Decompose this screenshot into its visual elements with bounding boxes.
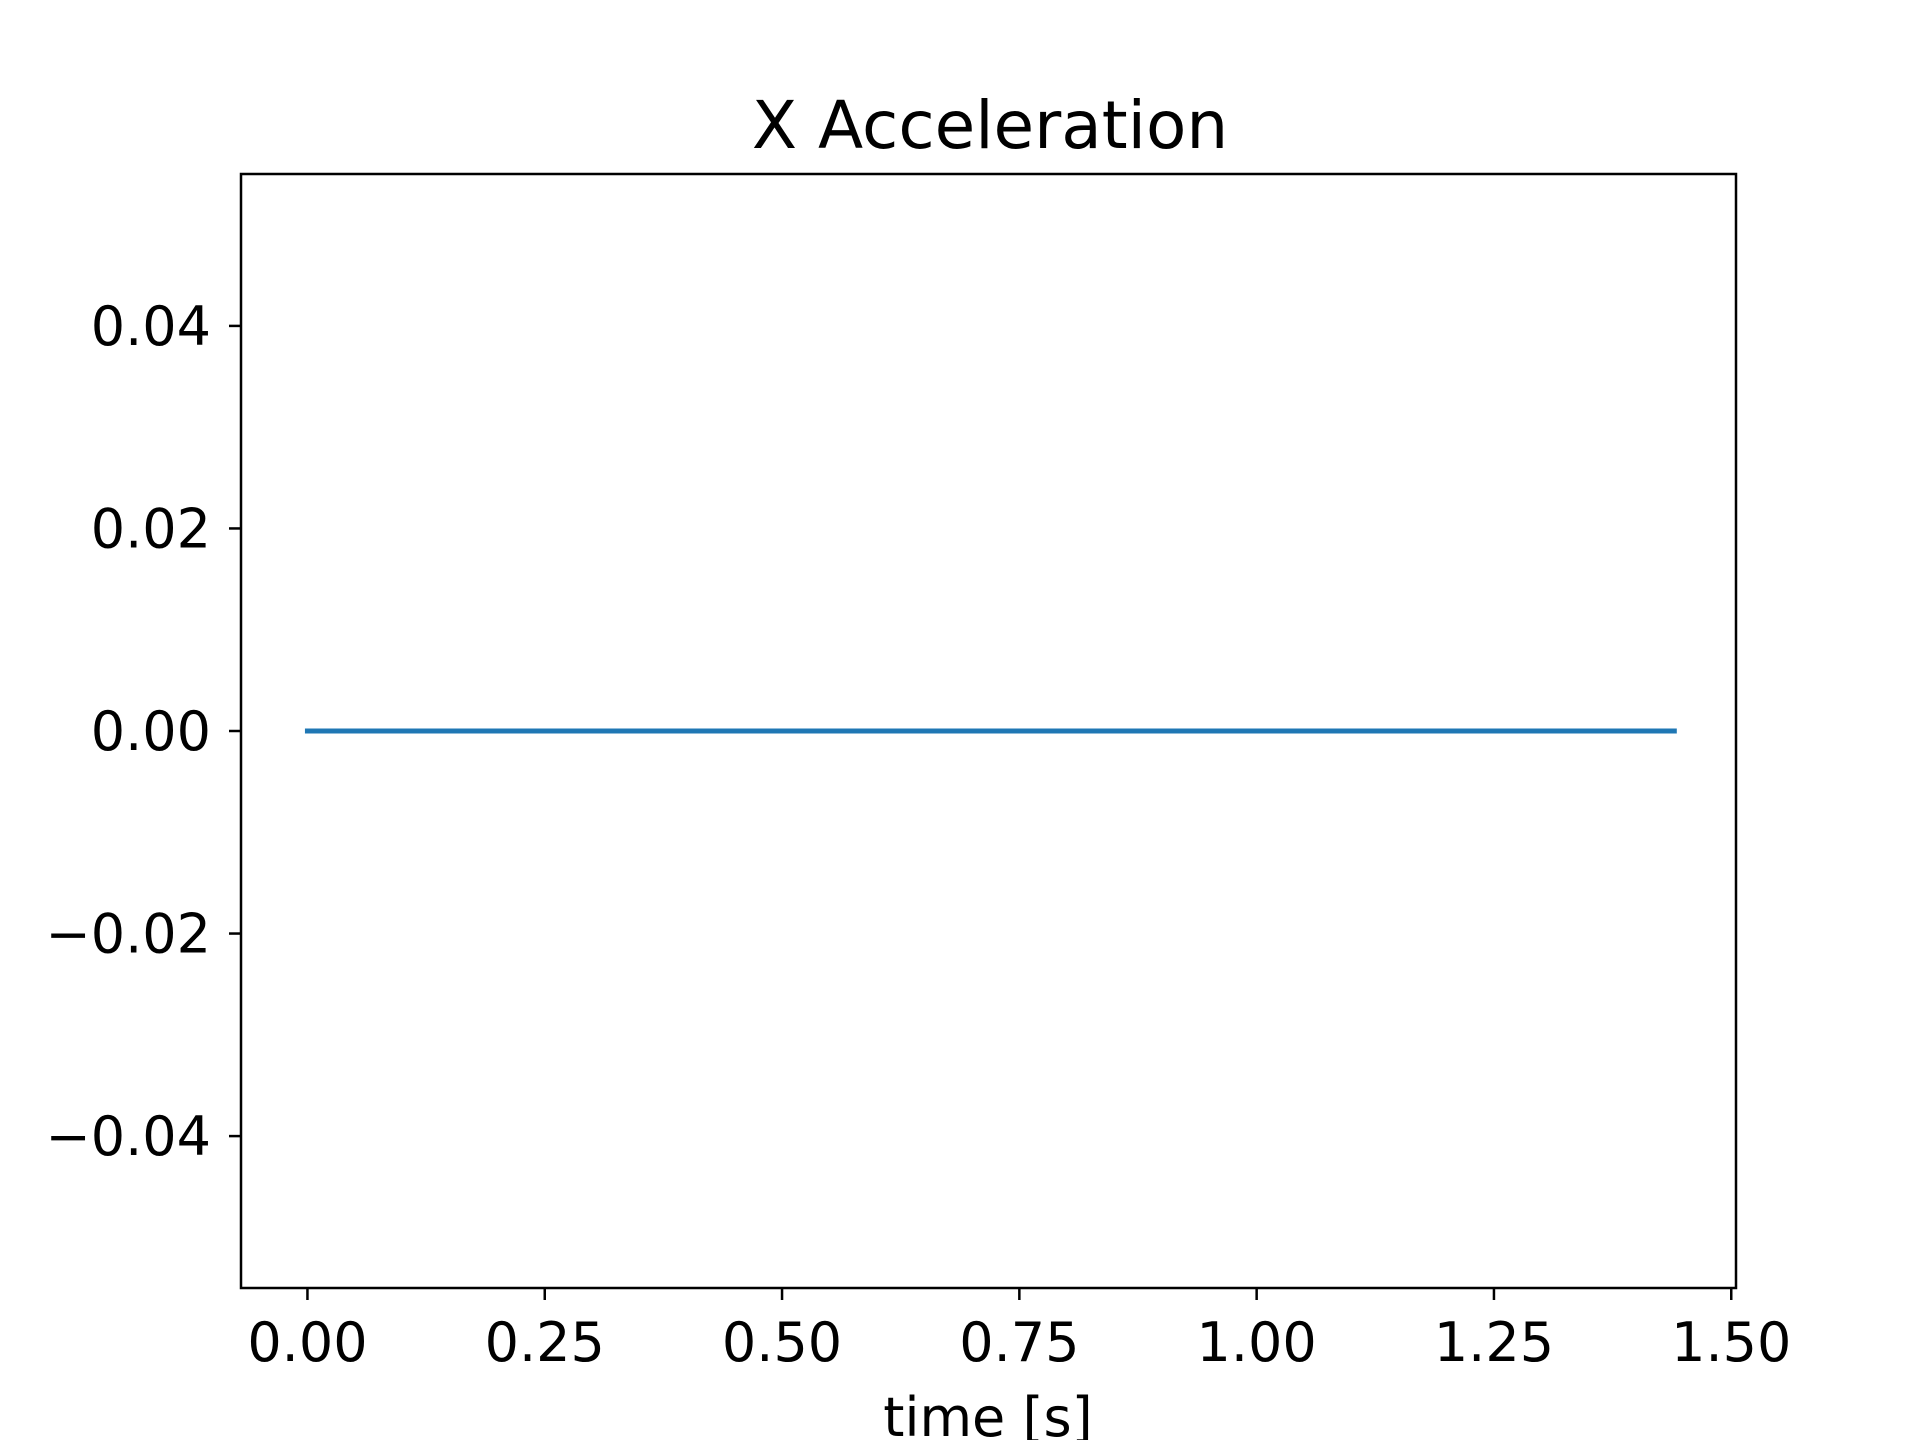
y-tick-label: 0.00 [91, 700, 211, 763]
x-axis-label: time [s] [883, 1386, 1092, 1440]
x-axis: 0.00 0.25 0.50 0.75 1.00 1.25 1.50 [247, 1288, 1791, 1374]
chart-title: X Acceleration [752, 87, 1228, 164]
y-tick-label: 0.04 [91, 295, 211, 358]
y-axis: 0.04 0.02 0.00 −0.02 −0.04 [46, 295, 241, 1168]
x-tick-label: 0.75 [959, 1311, 1079, 1374]
y-tick-label: −0.04 [46, 1105, 211, 1168]
y-tick-label: −0.02 [46, 903, 211, 966]
x-tick-label: 1.00 [1197, 1311, 1317, 1374]
x-tick-label: 1.25 [1434, 1311, 1554, 1374]
x-tick-label: 0.50 [722, 1311, 842, 1374]
x-tick-label: 0.00 [247, 1311, 367, 1374]
x-tick-label: 1.50 [1671, 1311, 1791, 1374]
x-tick-label: 0.25 [485, 1311, 605, 1374]
y-tick-label: 0.02 [91, 497, 211, 560]
